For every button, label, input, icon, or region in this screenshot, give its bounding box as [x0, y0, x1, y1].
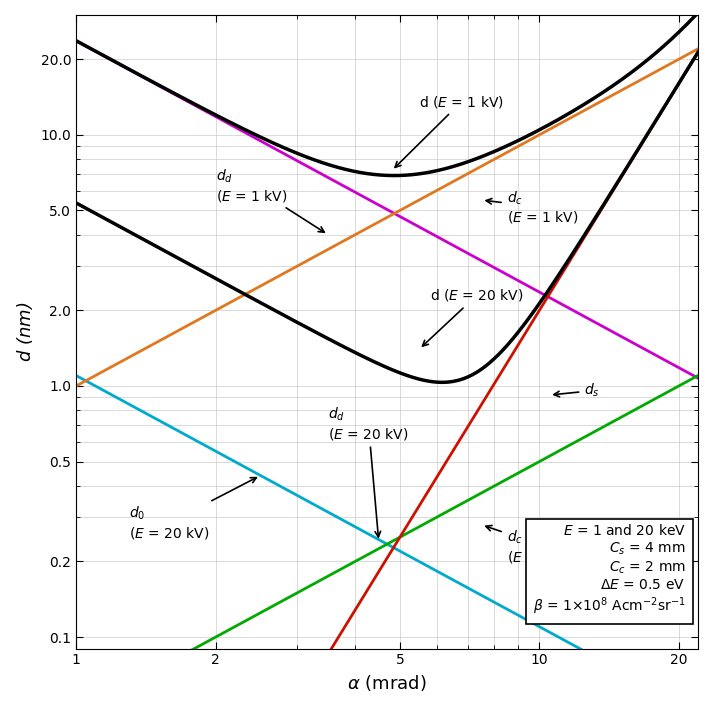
Text: $d_c$
($E$ = 20 kV): $d_c$ ($E$ = 20 kV) [486, 525, 587, 565]
Text: $d_d$
($E$ = 20 kV): $d_d$ ($E$ = 20 kV) [328, 406, 409, 537]
Text: $d_0$
($E$ = 20 kV): $d_0$ ($E$ = 20 kV) [129, 478, 257, 541]
Text: $d_s$: $d_s$ [554, 382, 600, 399]
Text: $d_c$
($E$ = 1 kV): $d_c$ ($E$ = 1 kV) [486, 190, 578, 225]
Text: $E$ = 1 and 20 keV
$C_s$ = 4 mm
$C_c$ = 2 mm
$\Delta E$ = 0.5 eV
$\beta$ = 1$\ti: $E$ = 1 and 20 keV $C_s$ = 4 mm $C_c$ = … [533, 523, 686, 617]
Text: d ($E$ = 1 kV): d ($E$ = 1 kV) [395, 93, 504, 167]
Y-axis label: $d$ (nm): $d$ (nm) [15, 302, 35, 362]
Text: d ($E$ = 20 kV): d ($E$ = 20 kV) [423, 287, 523, 346]
X-axis label: $\alpha$ (mrad): $\alpha$ (mrad) [347, 673, 427, 693]
Text: $d_d$
($E$ = 1 kV): $d_d$ ($E$ = 1 kV) [215, 168, 324, 232]
